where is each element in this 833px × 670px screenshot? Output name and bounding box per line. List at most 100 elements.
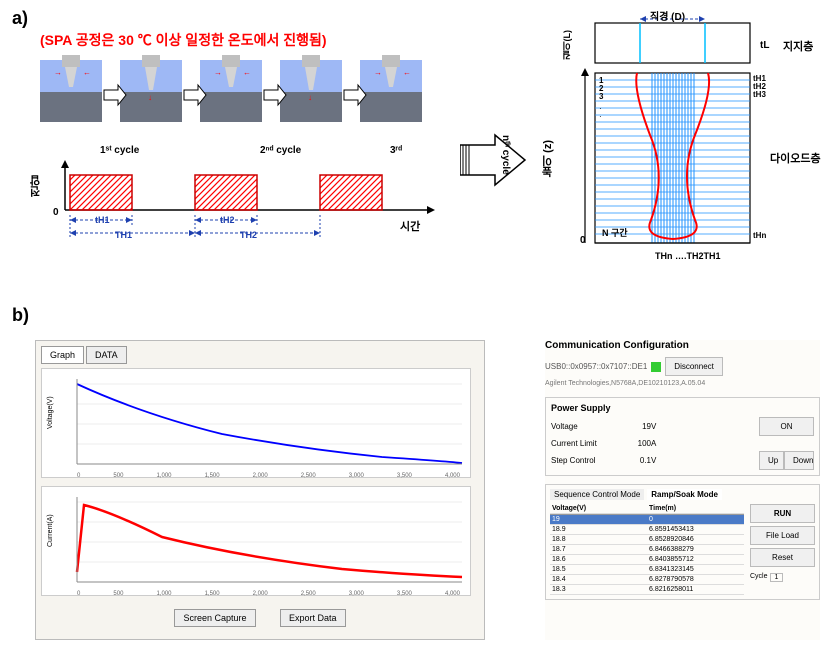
- height-axis-label: 높이 (z): [540, 140, 556, 178]
- voltage-ylabel: 전압: [28, 175, 44, 197]
- cycle-diagrams: → ← ↓ → ← ↓: [40, 55, 460, 145]
- pore-diagram: 1 2 3 · · tH1 tH2 tH3 tHn THn ….TH2TH1: [555, 15, 815, 265]
- config-panel: Communication Configuration USB0::0x0957…: [545, 340, 820, 640]
- table-row: 6.8528920846: [647, 535, 744, 545]
- TH2-big: TH2: [240, 230, 257, 240]
- svg-text:→: →: [374, 68, 382, 77]
- svg-text:tHn: tHn: [753, 231, 766, 240]
- table-row: 18.5: [550, 565, 647, 575]
- spa-header-text: (SPA 공정은 30 ℃ 이상 일정한 온도에서 진행됨): [40, 30, 327, 50]
- diode-label: 다이오드층: [770, 150, 821, 166]
- current-label: Current Limit: [551, 439, 621, 448]
- nth-cycle-label: nᵗʰ cycle: [500, 135, 511, 175]
- length-label: 길이(L): [560, 30, 573, 60]
- xtick: 1,500: [205, 591, 220, 597]
- svg-text:←: ←: [83, 68, 91, 77]
- svg-text:0: 0: [53, 207, 59, 218]
- pore-zero: 0: [580, 235, 586, 246]
- svg-text:→: →: [54, 68, 62, 77]
- device-info: Agilent Technologies,N5768A,DE10210123,A…: [545, 380, 820, 387]
- graph-panel: Graph DATA Voltage(V) 0 500 1,000 1,500 …: [35, 340, 485, 640]
- svg-text:Current(A): Current(A): [47, 514, 54, 547]
- svg-text:tH3: tH3: [753, 90, 766, 99]
- xtick: 3,000: [349, 473, 364, 479]
- step-label: Step Control: [551, 456, 621, 465]
- xtick: 2,000: [253, 473, 268, 479]
- on-button[interactable]: ON: [759, 417, 814, 436]
- comm-config-title: Communication Configuration: [545, 340, 820, 351]
- table-row: 6.8341323145: [647, 565, 744, 575]
- svg-text:←: ←: [243, 68, 251, 77]
- xtick: 0: [77, 591, 80, 597]
- power-supply-title: Power Supply: [551, 403, 814, 413]
- xtick: 4,000: [445, 591, 460, 597]
- svg-text:↓: ↓: [148, 93, 152, 102]
- col-time: Time(m): [647, 504, 744, 514]
- table-row: 18.6: [550, 555, 647, 565]
- table-row: 19: [550, 515, 647, 525]
- svg-text:THn ….TH2TH1: THn ….TH2TH1: [655, 251, 721, 261]
- nth-cycle-arrow: [460, 130, 530, 190]
- xtick: 3,000: [349, 591, 364, 597]
- reset-button[interactable]: Reset: [750, 548, 815, 567]
- diameter-label: 직경 (D): [650, 8, 685, 23]
- xtick: 4,000: [445, 473, 460, 479]
- xtick: 3,500: [397, 591, 412, 597]
- svg-text:←: ←: [403, 68, 411, 77]
- voltage-unit: V: [651, 422, 666, 431]
- file-load-button[interactable]: File Load: [750, 526, 815, 545]
- step-value: 0.1: [621, 456, 651, 465]
- tL-label: tL: [760, 40, 769, 51]
- svg-text:Voltage(V): Voltage(V): [47, 396, 54, 429]
- table-row: 6.8466388279: [647, 545, 744, 555]
- tab-data[interactable]: DATA: [86, 346, 127, 364]
- xtick: 1,000: [156, 473, 171, 479]
- svg-text:3: 3: [599, 92, 604, 101]
- table-row: 18.7: [550, 545, 647, 555]
- xtick: 2,000: [253, 591, 268, 597]
- table-row: 0: [647, 515, 744, 525]
- current-unit: A: [651, 439, 666, 448]
- xtick: 0: [77, 473, 80, 479]
- current-value: 100: [621, 439, 651, 448]
- svg-text:↓: ↓: [308, 93, 312, 102]
- TH1-big: TH1: [115, 230, 132, 240]
- cycle-label: Cycle: [750, 573, 768, 582]
- ramp-tab[interactable]: Ramp/Soak Mode: [647, 489, 722, 500]
- seq-tab[interactable]: Sequence Control Mode: [550, 489, 644, 500]
- xtick: 500: [113, 473, 123, 479]
- up-button[interactable]: Up: [759, 451, 784, 470]
- panel-b-label: b): [12, 305, 29, 326]
- screen-capture-button[interactable]: Screen Capture: [174, 609, 255, 627]
- th1-small: tH1: [95, 215, 110, 225]
- table-row: 18.3: [550, 585, 647, 595]
- xtick: 500: [113, 591, 123, 597]
- table-row: 18.8: [550, 535, 647, 545]
- th2-small: tH2: [220, 215, 235, 225]
- down-button[interactable]: Down: [784, 451, 814, 470]
- xtick: 3,500: [397, 473, 412, 479]
- voltage-label: Voltage: [551, 422, 621, 431]
- n-section: N 구간: [602, 226, 628, 239]
- tab-graph[interactable]: Graph: [41, 346, 84, 364]
- step-unit: V: [651, 456, 666, 465]
- col-voltage: Voltage(V): [550, 504, 647, 514]
- xtick: 2,500: [301, 591, 316, 597]
- table-row: 6.8591453413: [647, 525, 744, 535]
- table-row: 6.8403855712: [647, 555, 744, 565]
- panel-a-label: a): [12, 8, 28, 29]
- disconnect-button[interactable]: Disconnect: [665, 357, 723, 376]
- table-row: 18.4: [550, 575, 647, 585]
- status-indicator: [651, 362, 661, 372]
- voltage-xlabel: 시간: [400, 218, 420, 234]
- device-string: USB0::0x0957::0x7107::DE1: [545, 362, 647, 371]
- voltage-time-chart: Voltage(V) 0 500 1,000 1,500 2,000 2,500…: [41, 368, 471, 478]
- run-button[interactable]: RUN: [750, 504, 815, 523]
- current-time-chart: Current(A) 0 500 1,000 1,500 2,000 2,500…: [41, 486, 471, 596]
- xtick: 2,500: [301, 473, 316, 479]
- support-label: 지지층: [783, 38, 813, 54]
- xtick: 1,000: [156, 591, 171, 597]
- table-row: 18.9: [550, 525, 647, 535]
- export-data-button[interactable]: Export Data: [280, 609, 346, 627]
- svg-text:·: ·: [599, 112, 602, 121]
